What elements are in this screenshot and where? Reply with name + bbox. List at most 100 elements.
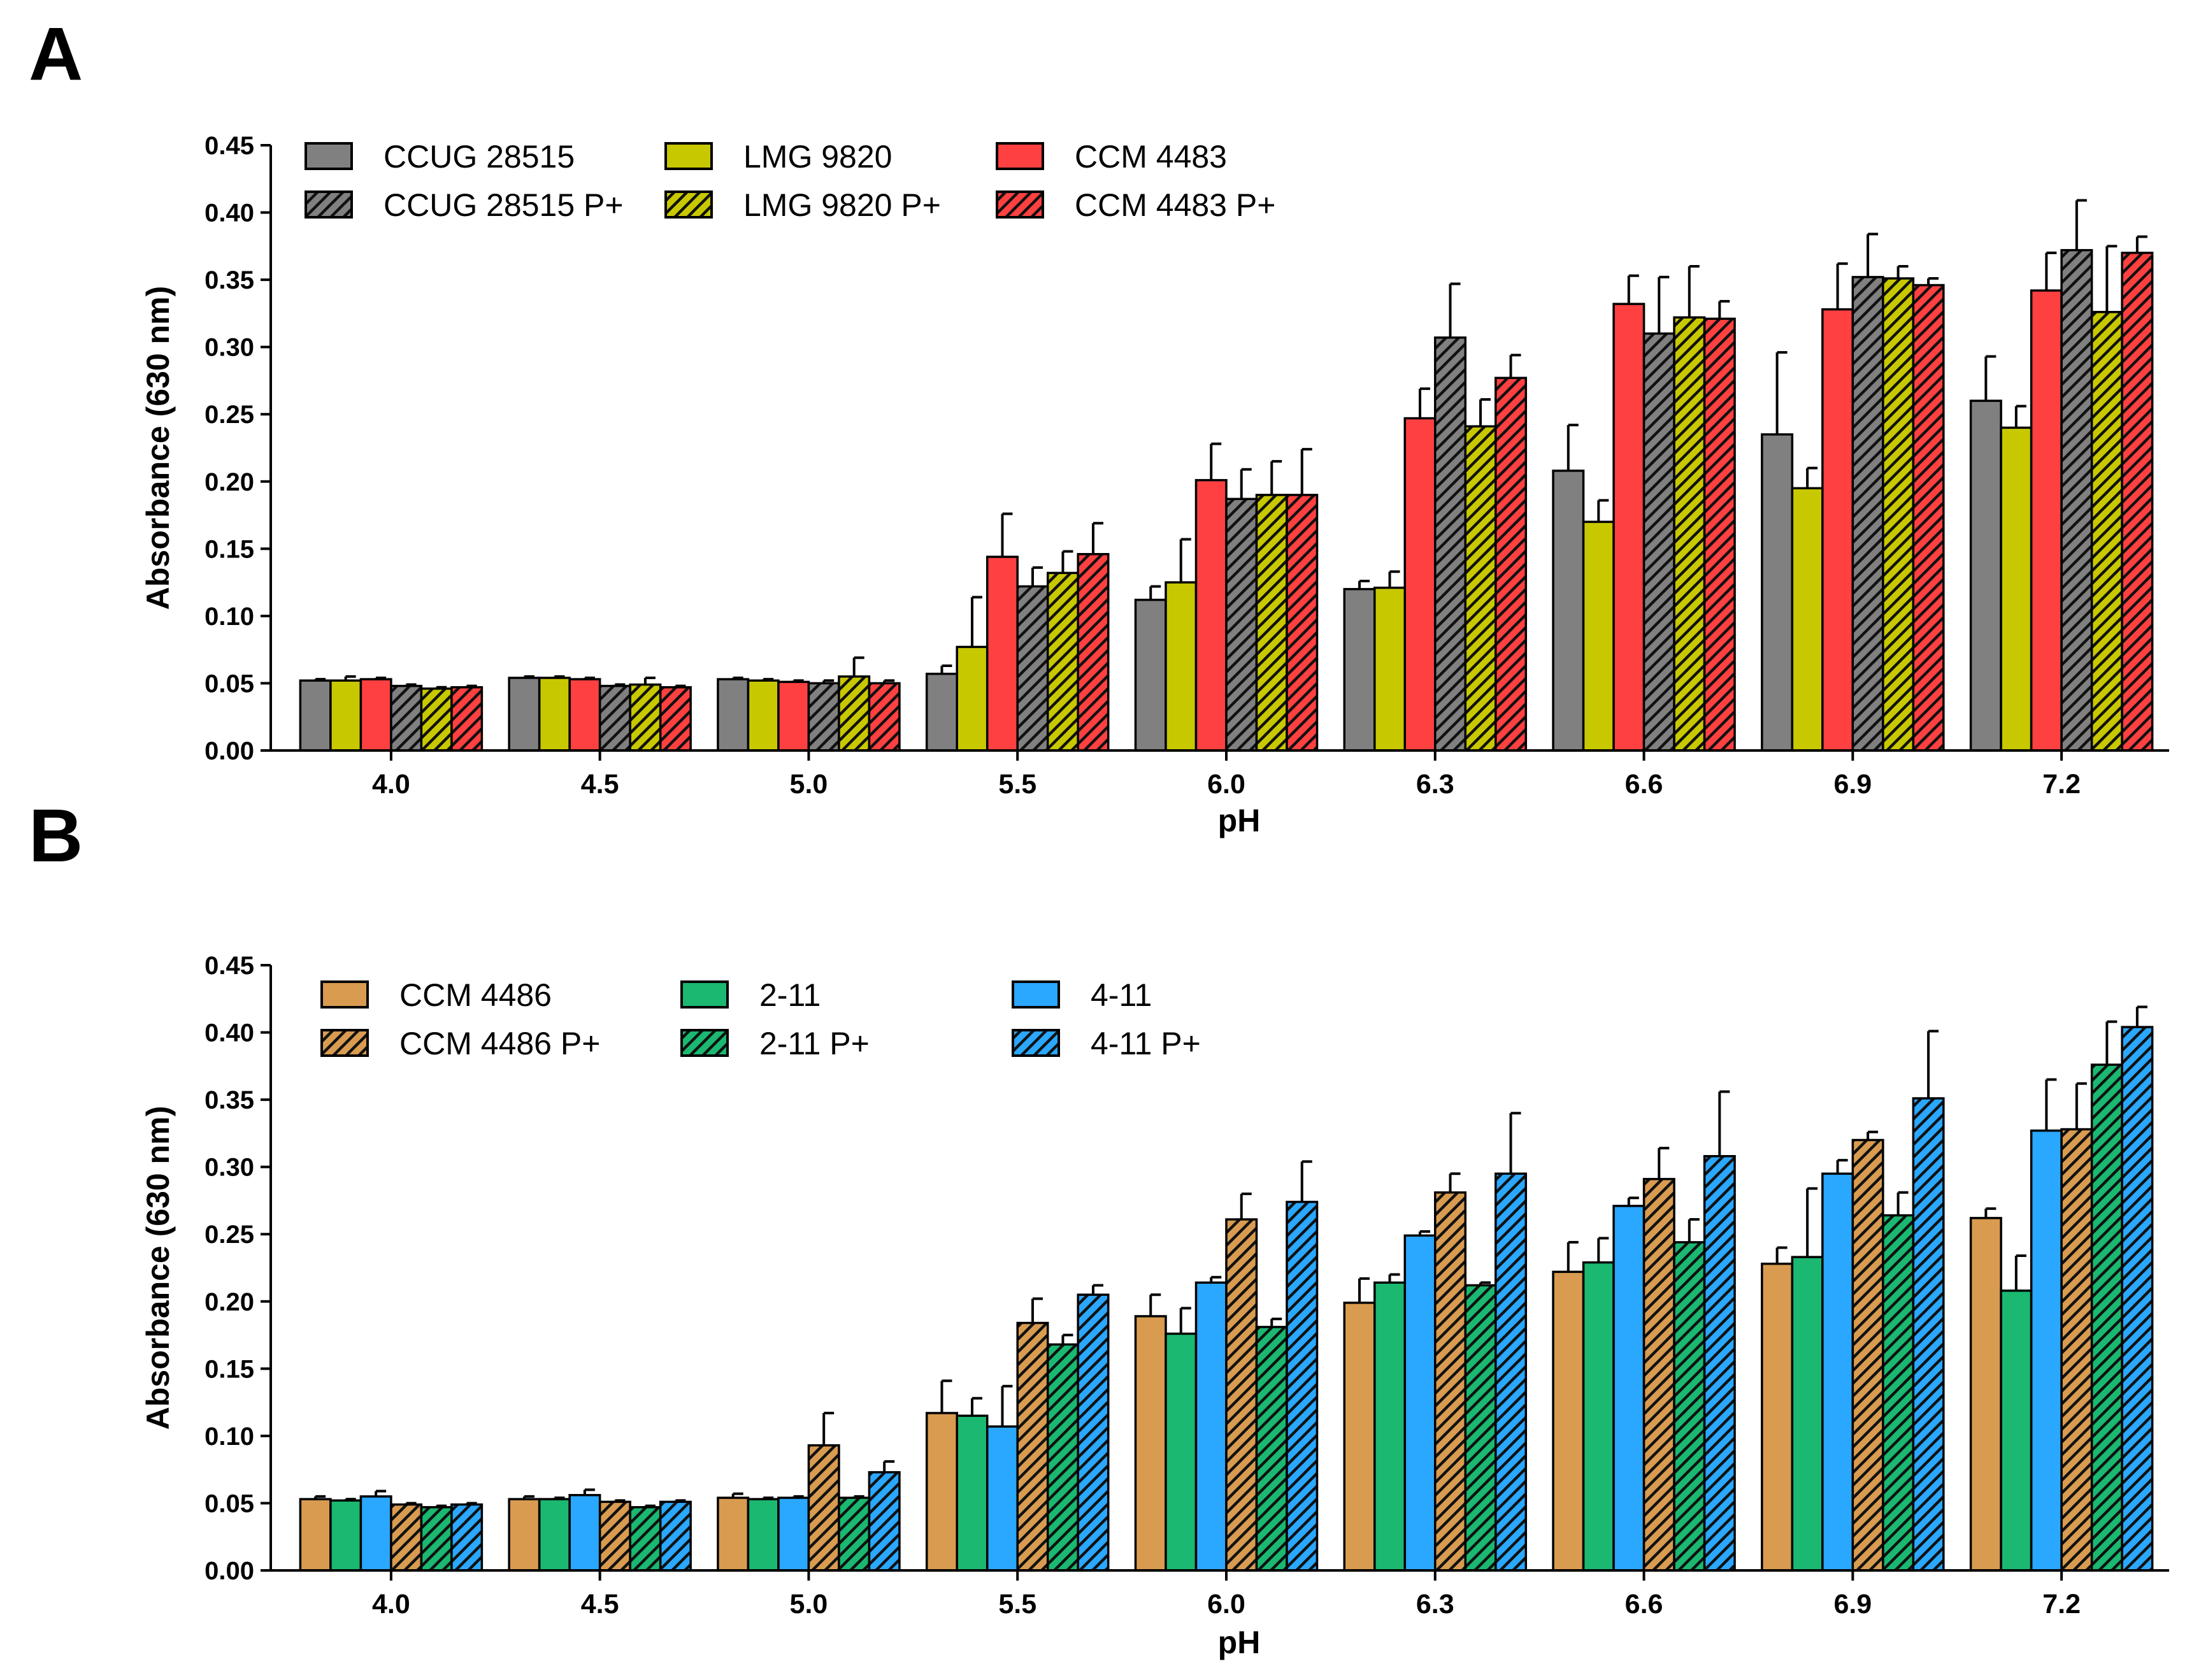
bar-ccm-4486-p-ph-4-5 <box>598 1500 631 1572</box>
bar-lmg-9820-p-ph-4-5 <box>629 683 662 752</box>
bar-4-11-p-ph-6-6 <box>1703 1155 1736 1572</box>
bar-ccug-28515-p-ph-5-0 <box>807 682 840 752</box>
legend-swatch-ccm-4483-p <box>996 190 1044 219</box>
bar-ccug-28515-ph-7-2 <box>1969 399 2002 752</box>
bar-ccm-4486-p-ph-6-3 <box>1434 1191 1467 1572</box>
y-axis-label: Absorbance (630 nm) <box>140 286 176 610</box>
bar-4-11-ph-6-9 <box>1821 1172 1854 1572</box>
legend-swatch-lmg-9820 <box>664 142 713 170</box>
panel-letter-b: B <box>29 794 83 878</box>
legend-label-2-11: 2-11 <box>759 977 821 1013</box>
bar-lmg-9820-ph-6-6 <box>1582 521 1615 752</box>
bar-2-11-p-ph-6-3 <box>1464 1284 1497 1572</box>
y-tick-label: 0.25 <box>204 1221 254 1249</box>
x-axis-label: pH <box>1218 803 1261 838</box>
bar-ccm-4486-p-ph-6-9 <box>1851 1138 1884 1572</box>
bar-2-11-ph-4-0 <box>329 1499 362 1572</box>
bar-ccug-28515-p-ph-6-9 <box>1851 276 1884 752</box>
bar-ccm-4483-p-ph-5-5 <box>1077 553 1110 752</box>
bar-2-11-p-ph-5-0 <box>838 1497 871 1572</box>
y-tick-label: 0.10 <box>204 603 254 631</box>
bar-lmg-9820-p-ph-6-6 <box>1673 316 1706 752</box>
legend-swatch-4-11 <box>1012 980 1060 1009</box>
y-axis-label: Absorbance (630 nm) <box>140 1106 176 1430</box>
y-tick-label: 0.10 <box>204 1423 254 1451</box>
bar-ccug-28515-ph-6-9 <box>1761 433 1794 752</box>
bar-4-11-ph-5-5 <box>986 1425 1019 1572</box>
legend-label-2-11-p: 2-11 P+ <box>759 1026 870 1061</box>
bar-2-11-p-ph-6-0 <box>1255 1326 1288 1572</box>
bar-2-11-ph-6-3 <box>1373 1281 1407 1572</box>
bar-4-11-p-ph-7-2 <box>2121 1026 2154 1572</box>
y-tick-label: 0.25 <box>204 401 254 429</box>
bar-ccug-28515-ph-6-6 <box>1552 470 1585 752</box>
bar-lmg-9820-p-ph-6-0 <box>1255 494 1288 752</box>
bar-ccug-28515-p-ph-6-6 <box>1642 332 1675 752</box>
bar-ccug-28515-p-ph-6-0 <box>1225 498 1258 752</box>
bar-ccm-4486-ph-5-5 <box>925 1412 958 1572</box>
bar-ccm-4486-ph-5-0 <box>717 1497 750 1572</box>
y-tick-label: 0.40 <box>204 1019 254 1047</box>
legend-label-lmg-9820-p: LMG 9820 P+ <box>743 187 941 223</box>
bar-4-11-ph-6-6 <box>1612 1205 1645 1572</box>
bar-ccug-28515-ph-4-0 <box>299 679 332 752</box>
x-tick-label: 6.9 <box>1833 769 1872 800</box>
bar-lmg-9820-ph-4-5 <box>538 677 571 752</box>
bar-ccm-4483-ph-6-9 <box>1821 308 1854 752</box>
bar-4-11-ph-5-0 <box>777 1497 810 1572</box>
bar-ccm-4486-p-ph-4-0 <box>390 1503 423 1572</box>
legend-label-ccm-4483-p: CCM 4483 P+ <box>1075 187 1275 223</box>
bar-4-11-p-ph-6-9 <box>1912 1097 1945 1572</box>
legend-swatch-4-11-p <box>1012 1029 1060 1057</box>
y-tick-label: 0.45 <box>204 132 254 160</box>
bar-ccm-4483-p-ph-6-0 <box>1286 494 1319 752</box>
bar-ccm-4486-ph-4-0 <box>299 1498 332 1572</box>
x-tick-label: 4.5 <box>581 1589 619 1619</box>
bar-2-11-p-ph-5-5 <box>1046 1343 1079 1572</box>
legend-label-ccm-4486-p: CCM 4486 P+ <box>399 1026 600 1061</box>
bar-4-11-p-ph-5-5 <box>1077 1293 1110 1572</box>
x-tick-label: 7.2 <box>2042 769 2081 800</box>
bar-4-11-ph-4-0 <box>359 1495 392 1572</box>
x-tick-label: 6.0 <box>1207 769 1245 800</box>
bar-4-11-ph-4-5 <box>568 1494 601 1572</box>
bar-lmg-9820-ph-6-0 <box>1165 581 1198 752</box>
legend-swatch-ccug-28515-p <box>305 190 353 219</box>
bar-2-11-ph-5-0 <box>747 1498 780 1572</box>
bar-ccug-28515-ph-5-5 <box>925 672 958 752</box>
bar-ccug-28515-ph-5-0 <box>717 678 750 752</box>
bar-ccm-4486-ph-6-0 <box>1134 1315 1167 1572</box>
x-tick-label: 6.3 <box>1416 769 1454 800</box>
bar-4-11-ph-6-0 <box>1194 1281 1228 1572</box>
bar-ccm-4486-p-ph-6-0 <box>1225 1218 1258 1572</box>
x-tick-label: 5.5 <box>998 1589 1036 1619</box>
legend: CCM 4486 2-11 4-11 CCM 4486 P+ 2-11 P+ 4-11 P… <box>320 977 1201 1061</box>
bar-4-11-ph-7-2 <box>2030 1129 2063 1572</box>
bar-ccm-4486-ph-6-6 <box>1552 1270 1585 1572</box>
bar-ccm-4483-ph-5-5 <box>986 556 1019 752</box>
bar-ccm-4483-p-ph-6-6 <box>1703 317 1736 752</box>
bar-ccm-4486-ph-6-3 <box>1343 1302 1376 1572</box>
bar-4-11-p-ph-4-5 <box>659 1500 692 1572</box>
bar-ccm-4486-p-ph-7-2 <box>2060 1128 2093 1572</box>
bar-2-11-ph-6-0 <box>1165 1332 1198 1572</box>
y-tick-label: 0.45 <box>204 952 254 980</box>
bar-lmg-9820-p-ph-5-0 <box>838 675 871 752</box>
bar-lmg-9820-ph-4-0 <box>329 679 362 752</box>
bar-ccug-28515-ph-6-3 <box>1343 587 1376 752</box>
bar-lmg-9820-ph-6-3 <box>1373 586 1407 752</box>
legend-swatch-2-11 <box>680 980 729 1009</box>
y-tick-label: 0.15 <box>204 1355 254 1383</box>
x-tick-label: 5.0 <box>790 769 828 800</box>
legend: CCUG 28515 LMG 9820 CCM 4483 CCUG 28515 P+ L… <box>305 139 1275 223</box>
bar-ccm-4483-ph-6-3 <box>1403 417 1437 752</box>
bar-ccug-28515-ph-6-0 <box>1134 598 1167 752</box>
x-tick-label: 6.3 <box>1416 1589 1454 1619</box>
legend-swatch-ccm-4486 <box>320 980 369 1009</box>
bar-ccm-4483-p-ph-4-5 <box>659 686 692 752</box>
bar-lmg-9820-ph-6-9 <box>1791 487 1824 752</box>
bar-4-11-ph-6-3 <box>1403 1234 1437 1572</box>
y-tick-label: 0.20 <box>204 468 254 496</box>
bar-lmg-9820-ph-5-5 <box>956 645 989 752</box>
